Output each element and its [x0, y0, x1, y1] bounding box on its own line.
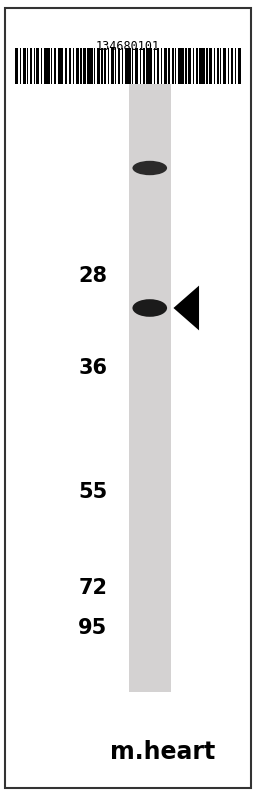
Bar	[238, 48, 241, 84]
Bar	[34, 48, 35, 84]
Bar	[172, 48, 174, 84]
Bar	[168, 48, 170, 84]
Text: 28: 28	[79, 266, 108, 286]
Bar	[223, 48, 226, 84]
Bar	[44, 48, 50, 84]
Bar	[54, 48, 56, 84]
Text: 36: 36	[79, 358, 108, 378]
Bar	[185, 48, 187, 84]
Bar	[206, 48, 208, 84]
Bar	[143, 48, 145, 84]
Bar	[132, 48, 133, 84]
Bar	[188, 48, 191, 84]
Bar	[129, 84, 171, 692]
Bar	[65, 48, 67, 84]
Bar	[125, 48, 131, 84]
Bar	[231, 48, 233, 84]
Bar	[104, 48, 106, 84]
Bar	[20, 48, 21, 84]
Bar	[164, 48, 167, 84]
Bar	[228, 48, 229, 84]
Bar	[15, 48, 18, 84]
Bar	[94, 48, 95, 84]
Bar	[115, 48, 116, 84]
Bar	[214, 48, 215, 84]
Bar	[51, 48, 52, 84]
Bar	[178, 48, 184, 84]
Bar	[235, 48, 236, 84]
Bar	[87, 48, 93, 84]
Ellipse shape	[132, 161, 167, 175]
Bar	[69, 48, 71, 84]
Bar	[23, 48, 26, 84]
Bar	[122, 48, 123, 84]
Bar	[41, 48, 42, 84]
Bar	[135, 48, 138, 84]
Text: 55: 55	[78, 482, 108, 502]
Bar	[36, 48, 39, 84]
Bar	[199, 48, 205, 84]
Text: 72: 72	[79, 578, 108, 598]
Bar	[111, 48, 114, 84]
Bar	[175, 48, 176, 84]
Bar	[58, 48, 63, 84]
Bar	[209, 48, 212, 84]
Bar	[220, 48, 221, 84]
Bar	[161, 48, 162, 84]
Ellipse shape	[132, 299, 167, 317]
Bar	[76, 48, 79, 84]
Text: 134680101: 134680101	[96, 40, 160, 53]
Bar	[83, 48, 86, 84]
Text: 95: 95	[78, 618, 108, 638]
Bar	[118, 48, 120, 84]
Bar	[97, 48, 100, 84]
Bar	[217, 48, 219, 84]
Bar	[157, 48, 159, 84]
Bar	[101, 48, 103, 84]
Bar	[146, 48, 152, 84]
Bar	[80, 48, 82, 84]
Bar	[30, 48, 32, 84]
Text: m.heart: m.heart	[110, 740, 215, 764]
Polygon shape	[174, 286, 199, 330]
Bar	[108, 48, 109, 84]
Bar	[193, 48, 194, 84]
Bar	[27, 48, 28, 84]
Bar	[196, 48, 198, 84]
Bar	[73, 48, 74, 84]
Bar	[154, 48, 155, 84]
Bar	[140, 48, 141, 84]
